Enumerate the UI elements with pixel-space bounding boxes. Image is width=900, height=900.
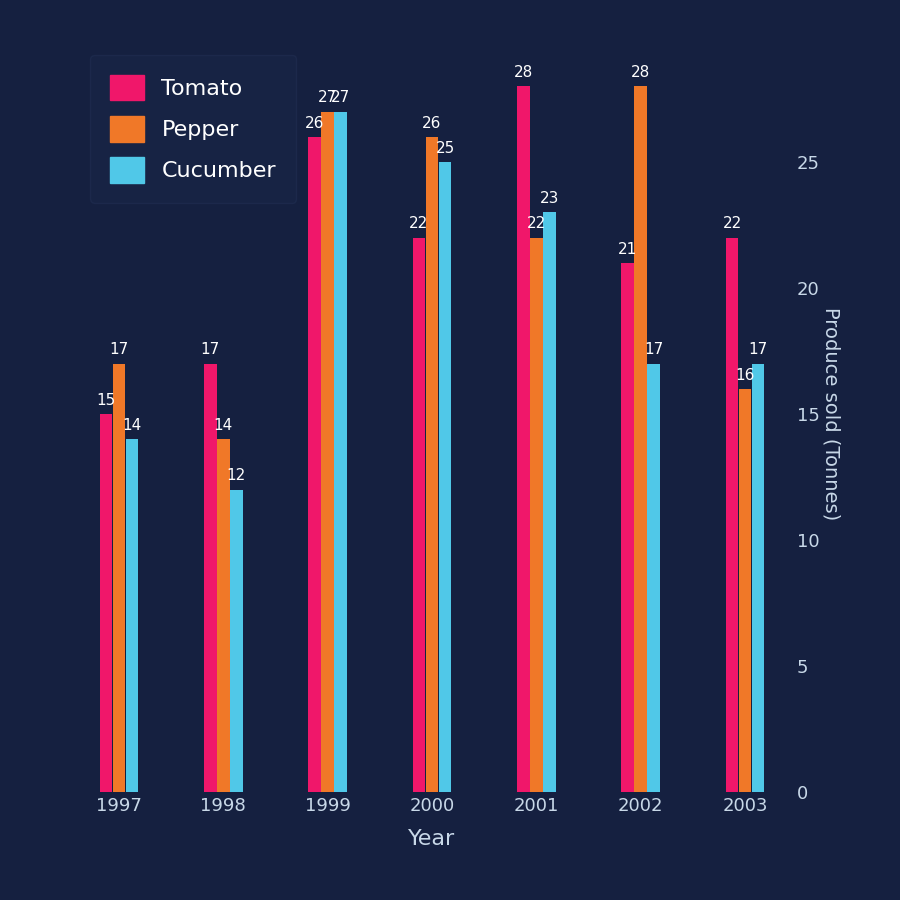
- Text: 26: 26: [422, 115, 442, 130]
- Bar: [335, 112, 347, 792]
- Legend: Tomato, Pepper, Cucumber: Tomato, Pepper, Cucumber: [90, 55, 296, 202]
- Bar: [413, 238, 425, 792]
- Text: 14: 14: [213, 418, 233, 433]
- Text: 27: 27: [331, 90, 350, 105]
- Text: 28: 28: [514, 65, 533, 80]
- Text: 17: 17: [644, 342, 663, 357]
- Text: 17: 17: [201, 342, 220, 357]
- Text: 27: 27: [318, 90, 338, 105]
- Text: 22: 22: [723, 216, 742, 231]
- Text: 28: 28: [631, 65, 651, 80]
- Bar: [426, 137, 438, 792]
- Bar: [100, 414, 112, 792]
- Text: 15: 15: [96, 392, 115, 408]
- Text: 23: 23: [540, 191, 559, 206]
- Y-axis label: Produce sold (Tonnes): Produce sold (Tonnes): [822, 308, 841, 520]
- Text: 22: 22: [410, 216, 428, 231]
- Bar: [517, 86, 529, 792]
- Bar: [217, 439, 230, 792]
- Bar: [204, 364, 217, 792]
- Bar: [309, 137, 321, 792]
- Bar: [725, 238, 738, 792]
- Bar: [752, 364, 764, 792]
- Text: 25: 25: [436, 140, 454, 156]
- Bar: [230, 490, 243, 792]
- Bar: [439, 162, 451, 792]
- Text: 17: 17: [749, 342, 768, 357]
- X-axis label: Year: Year: [409, 829, 455, 849]
- Text: 12: 12: [227, 468, 246, 483]
- Bar: [321, 112, 334, 792]
- Bar: [543, 212, 555, 792]
- Text: 22: 22: [526, 216, 546, 231]
- Bar: [621, 263, 634, 792]
- Text: 14: 14: [122, 418, 141, 433]
- Bar: [634, 86, 647, 792]
- Bar: [126, 439, 139, 792]
- Bar: [530, 238, 543, 792]
- Text: 16: 16: [735, 367, 755, 382]
- Text: 26: 26: [305, 115, 324, 130]
- Bar: [739, 389, 752, 792]
- Text: 21: 21: [618, 241, 637, 256]
- Bar: [647, 364, 660, 792]
- Bar: [112, 364, 125, 792]
- Text: 17: 17: [109, 342, 129, 357]
